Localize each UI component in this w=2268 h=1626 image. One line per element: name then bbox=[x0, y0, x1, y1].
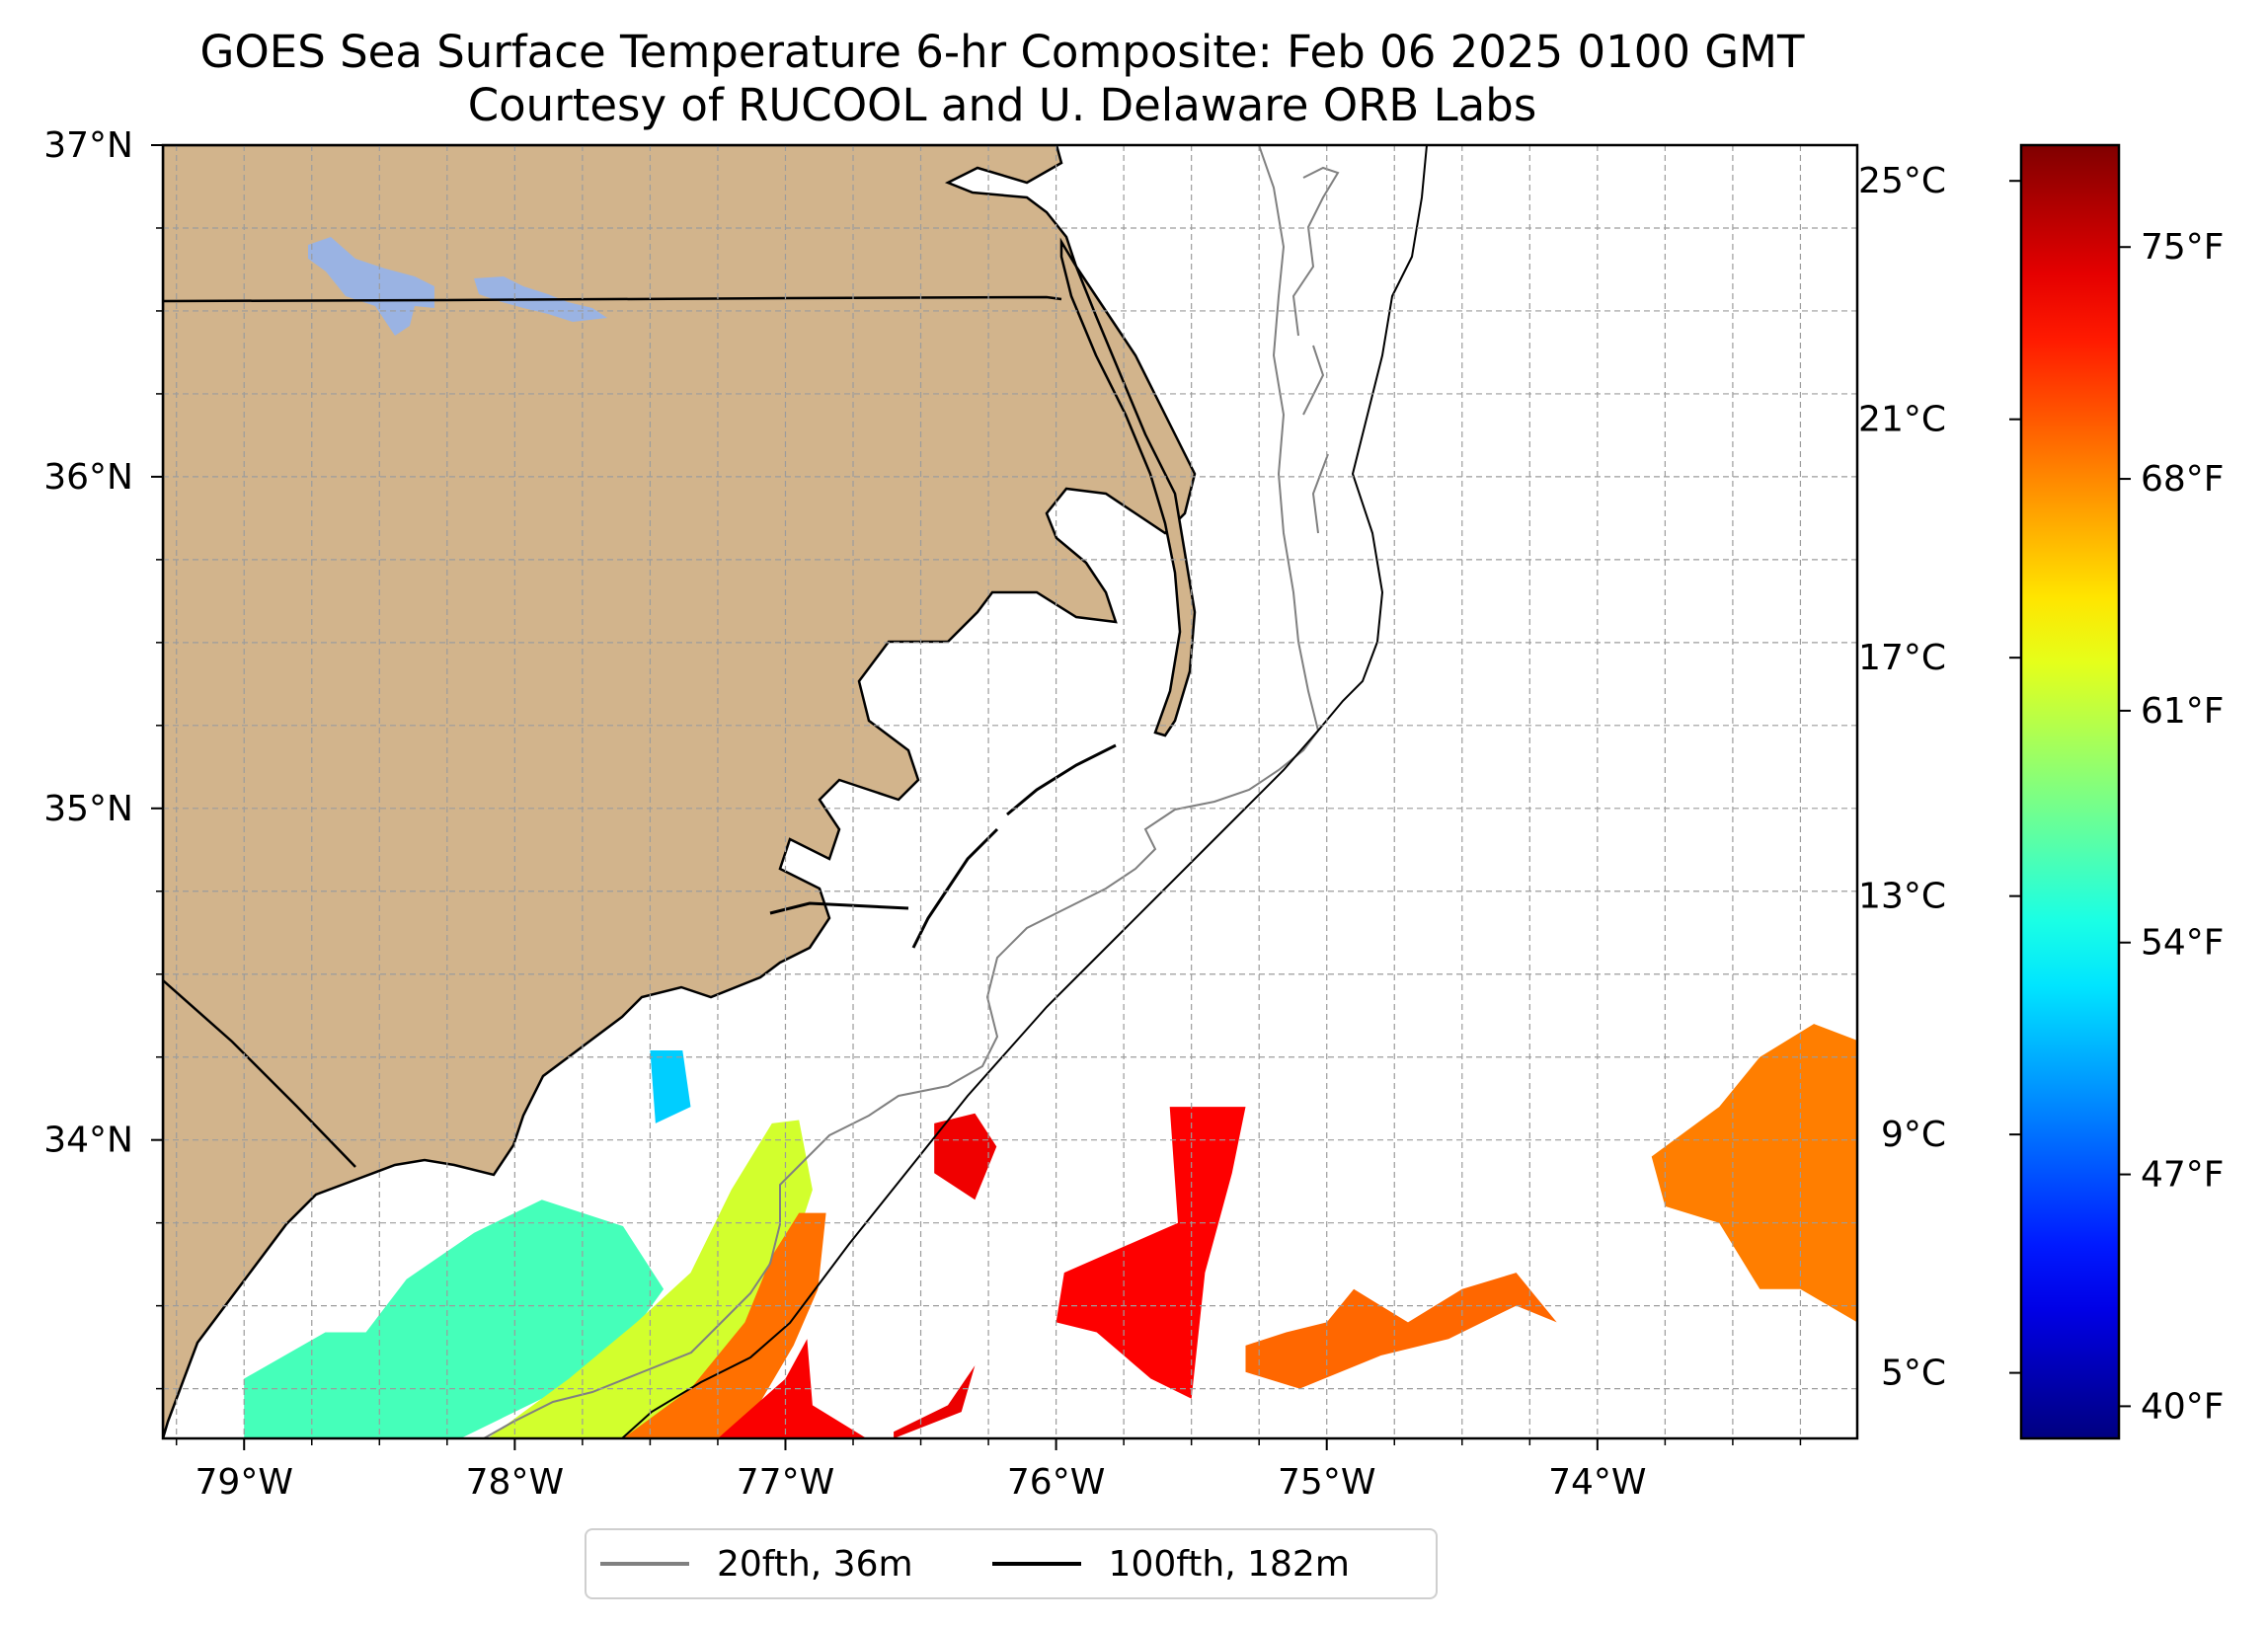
colorbar-celsius-axis: 5°C 9°C 13°C 17°C 21°C 25°C bbox=[1858, 161, 2021, 1394]
colorbar-gradient bbox=[2019, 143, 2121, 1440]
sst-patch-inner-shelf-band bbox=[244, 1200, 665, 1438]
sst-patch-offshore-orange-a bbox=[1245, 1273, 1557, 1389]
lon-tick-label: 76°W bbox=[1007, 1462, 1105, 1503]
sst-patch-nearshore-blue bbox=[650, 1050, 691, 1123]
colorbar-celsius-label: 9°C bbox=[1881, 1115, 1946, 1155]
state-border-nc-sc bbox=[163, 979, 356, 1168]
colorbar-celsius-label: 25°C bbox=[1858, 161, 1946, 201]
land-north-carolina bbox=[163, 145, 1197, 1438]
colorbar-celsius-label: 5°C bbox=[1881, 1354, 1946, 1394]
gridlines bbox=[163, 145, 1857, 1438]
lat-tick-label: 35°N bbox=[43, 789, 133, 829]
map-frame bbox=[161, 143, 1859, 1440]
colorbar-celsius-label: 21°C bbox=[1858, 400, 1946, 440]
lon-tick-label: 75°W bbox=[1278, 1462, 1375, 1503]
sst-patch-shelf-break-red bbox=[717, 1339, 867, 1438]
colorbar-celsius-label: 13°C bbox=[1858, 877, 1946, 917]
colorbar-fahrenheit-axis: 40°F 47°F 54°F 61°F 68°F 75°F bbox=[2119, 227, 2225, 1427]
legend-line-100fth bbox=[991, 1562, 1081, 1566]
sst-patch-outer-shelf-band bbox=[623, 1212, 826, 1438]
colorbar-fahrenheit-label: 61°F bbox=[2141, 691, 2225, 732]
legend-item-20fth: 20fth, 36m bbox=[600, 1544, 913, 1585]
map-subtitle: Courtesy of RUCOOL and U. Delaware ORB L… bbox=[467, 79, 1537, 131]
lon-tick-label: 74°W bbox=[1548, 1462, 1646, 1503]
colorbar-fahrenheit-label: 68°F bbox=[2141, 459, 2225, 500]
colorbar-fahrenheit-label: 54°F bbox=[2141, 923, 2225, 964]
sst-patch-offshore-red-b bbox=[934, 1113, 997, 1200]
lon-tick-label: 77°W bbox=[737, 1462, 834, 1503]
lon-tick-label: 78°W bbox=[466, 1462, 564, 1503]
lon-tick-label: 79°W bbox=[196, 1462, 293, 1503]
legend-label-20fth: 20fth, 36m bbox=[717, 1543, 913, 1585]
colorbar-fahrenheit-label: 75°F bbox=[2141, 227, 2225, 268]
outer-banks-barrier bbox=[1059, 237, 1197, 737]
isobath-20fth bbox=[483, 145, 1320, 1438]
isobath-20fth-shoal-a bbox=[1291, 166, 1340, 534]
sst-patch-offshore-red-a bbox=[894, 1365, 976, 1438]
map-title: GOES Sea Surface Temperature 6-hr Compos… bbox=[199, 26, 1805, 78]
colorbar-fahrenheit-label: 47°F bbox=[2141, 1155, 2225, 1196]
latitude-axis: 37°N 36°N 35°N 34°N bbox=[43, 125, 163, 1390]
isobath-100fth bbox=[621, 145, 1428, 1438]
lat-tick-label: 36°N bbox=[43, 457, 133, 498]
colorbar: 5°C 9°C 13°C 17°C 21°C 25°C 40°F 47°F 54°F 61°F 6… bbox=[1858, 143, 2225, 1440]
legend-item-100fth: 100fth, 182m bbox=[991, 1543, 1350, 1585]
colorbar-fahrenheit-label: 40°F bbox=[2141, 1386, 2225, 1427]
sst-patch-offshore-orange-b bbox=[1651, 1024, 1857, 1323]
lat-tick-label: 34°N bbox=[43, 1121, 133, 1161]
legend-label-100fth: 100fth, 182m bbox=[1108, 1543, 1350, 1585]
map-area bbox=[163, 145, 1857, 1438]
sst-patch-offshore-red-c bbox=[1056, 1107, 1246, 1399]
colorbar-celsius-label: 17°C bbox=[1858, 638, 1946, 678]
legend-line-20fth bbox=[600, 1562, 689, 1566]
isobath-legend: 20fth, 36m 100fth, 182m bbox=[585, 1528, 1438, 1599]
sst-layer bbox=[244, 1024, 1857, 1438]
lat-tick-label: 37°N bbox=[43, 125, 133, 166]
longitude-axis: 79°W 78°W 77°W 76°W 75°W 74°W bbox=[175, 1438, 1802, 1503]
state-border-va-nc bbox=[163, 295, 1062, 303]
